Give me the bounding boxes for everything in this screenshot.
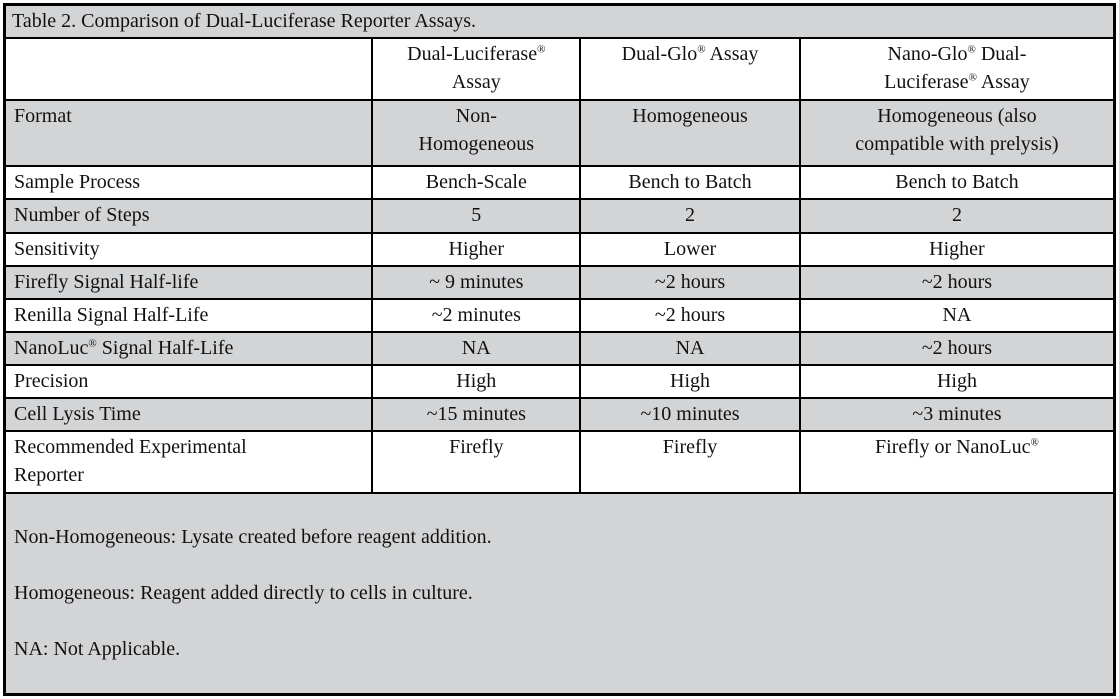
value-cell: NA	[371, 331, 582, 366]
table-row-nanoluc-half-life: NanoLuc® Signal Half-Life NA NA ~2 hours	[3, 331, 1116, 366]
table-row-sample-process: Sample Process Bench-Scale Bench to Batc…	[3, 165, 1116, 200]
value-cell: High	[798, 364, 1116, 399]
column-header-empty	[3, 37, 374, 101]
title-row: Table 2. Comparison of Dual-Luciferase R…	[3, 3, 1116, 39]
table-row-number-of-steps: Number of Steps 5 2 2	[3, 198, 1116, 234]
row-label: Recommended Experimental Reporter	[3, 430, 374, 494]
value-cell: 2	[798, 198, 1116, 234]
value-cell: 2	[579, 198, 801, 234]
row-label: Renilla Signal Half-Life	[3, 298, 374, 333]
value-cell: ~2 hours	[579, 298, 801, 333]
row-label: Number of Steps	[3, 198, 374, 234]
row-label: Precision	[3, 364, 374, 399]
row-label: Format	[3, 99, 374, 167]
footnotes-row: Non-Homogeneous: Lysate created before r…	[3, 492, 1116, 696]
row-label: Sensitivity	[3, 232, 374, 267]
value-cell: ~2 hours	[579, 265, 801, 300]
table-row-sensitivity: Sensitivity Higher Lower Higher	[3, 232, 1116, 267]
value-cell: ~10 minutes	[579, 397, 801, 432]
value-cell: Firefly	[371, 430, 582, 494]
table-title: Table 2. Comparison of Dual-Luciferase R…	[3, 3, 1116, 39]
row-label: Firefly Signal Half-life	[3, 265, 374, 300]
value-cell: Firefly or NanoLuc®	[798, 430, 1116, 494]
column-header-dual-glo: Dual-Glo® Assay	[579, 37, 801, 101]
table-row-format: Format Non- Homogeneous Homogeneous Homo…	[3, 99, 1116, 167]
value-cell: Higher	[371, 232, 582, 267]
column-header-nano-glo: Nano-Glo® Dual- Luciferase® Assay	[798, 37, 1116, 101]
value-cell: NA	[798, 298, 1116, 333]
value-cell: Firefly	[579, 430, 801, 494]
footnote-homogeneous: Homogeneous: Reagent added directly to c…	[14, 582, 473, 604]
table-row-recommended-reporter: Recommended Experimental Reporter Firefl…	[3, 430, 1116, 494]
footnote-non-homogeneous: Non-Homogeneous: Lysate created before r…	[14, 526, 492, 548]
value-cell: ~ 9 minutes	[371, 265, 582, 300]
row-label: Sample Process	[3, 165, 374, 200]
table-row-firefly-half-life: Firefly Signal Half-life ~ 9 minutes ~2 …	[3, 265, 1116, 300]
header-row: Dual-Luciferase® Assay Dual-Glo® Assay N…	[3, 37, 1116, 101]
value-cell: ~2 hours	[798, 331, 1116, 366]
column-header-dual-luciferase: Dual-Luciferase® Assay	[371, 37, 582, 101]
row-label: Cell Lysis Time	[3, 397, 374, 432]
value-cell: High	[371, 364, 582, 399]
value-cell: Non- Homogeneous	[371, 99, 582, 167]
footnote-na: NA: Not Applicable.	[14, 638, 181, 660]
value-cell: Homogeneous (also compatible with prelys…	[798, 99, 1116, 167]
comparison-table: Table 2. Comparison of Dual-Luciferase R…	[3, 3, 1116, 696]
value-cell: ~3 minutes	[798, 397, 1116, 432]
table-row-renilla-half-life: Renilla Signal Half-Life ~2 minutes ~2 h…	[3, 298, 1116, 333]
value-cell: Bench to Batch	[798, 165, 1116, 200]
value-cell: Bench-Scale	[371, 165, 582, 200]
row-label: NanoLuc® Signal Half-Life	[3, 331, 374, 366]
value-cell: NA	[579, 331, 801, 366]
value-cell: ~2 minutes	[371, 298, 582, 333]
value-cell: Higher	[798, 232, 1116, 267]
table-row-precision: Precision High High High	[3, 364, 1116, 399]
value-cell: ~2 hours	[798, 265, 1116, 300]
value-cell: Lower	[579, 232, 801, 267]
footnotes-cell: Non-Homogeneous: Lysate created before r…	[3, 492, 1116, 696]
table-row-cell-lysis-time: Cell Lysis Time ~15 minutes ~10 minutes …	[3, 397, 1116, 432]
value-cell: High	[579, 364, 801, 399]
value-cell: 5	[371, 198, 582, 234]
value-cell: ~15 minutes	[371, 397, 582, 432]
value-cell: Bench to Batch	[579, 165, 801, 200]
value-cell: Homogeneous	[579, 99, 801, 167]
